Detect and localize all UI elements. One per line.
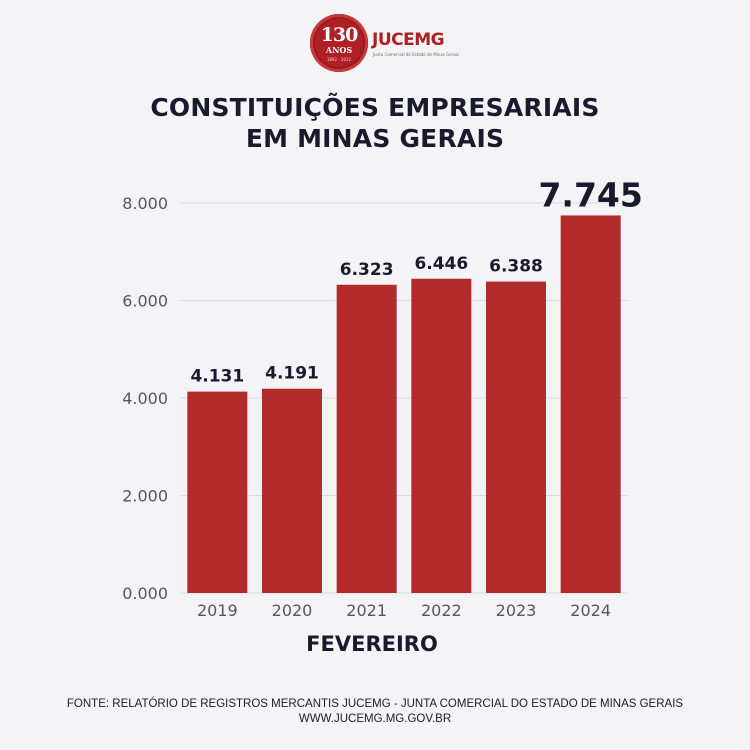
seal-years: 1892 - 2022 [326,57,352,62]
x-tick-label: 2022 [421,601,462,620]
anniversary-seal: 130 ANOS 1892 - 2022 [310,14,368,72]
x-axis-label: FEVEREIRO [306,632,438,656]
y-tick-label: 8.000 [122,194,168,213]
seal-number: 130 [320,24,359,46]
chart-title: CONSTITUIÇÕES EMPRESARIAIS EM MINAS GERA… [0,92,750,154]
title-line-2: EM MINAS GERAIS [245,124,505,153]
bar [560,215,621,593]
website-url: WWW.JUCEMG.MG.GOV.BR [298,713,452,725]
brand-name: JUCEMG [372,30,445,50]
x-tick-label: 2021 [346,601,387,620]
bar [486,281,546,593]
bar-value-label: 6.388 [489,257,543,277]
brand-tagline: Junta Comercial do Estado de Minas Gerai… [373,52,460,57]
y-tick-label: 6.000 [122,292,168,311]
source-text: FONTE: RELATÓRIO DE REGISTROS MERCANTIS … [66,698,684,710]
bar-chart: 0.000 2.000 4.000 6.000 8.000 4.131 2019 4.191 2… [122,175,643,656]
bar [262,388,322,593]
jucemg-logo: 130 ANOS 1892 - 2022 JUCEMG Junta Comerc… [310,14,459,74]
seal-word: ANOS [325,45,353,55]
bar [187,391,248,593]
y-tick-label: 4.000 [122,389,168,408]
x-tick-label: 2023 [496,601,537,620]
bar-value-label: 4.131 [190,367,244,387]
bar-value-label: 4.191 [265,364,319,384]
bar-value-label: 7.745 [538,175,642,214]
bar [411,278,472,593]
x-tick-label: 2024 [570,601,611,620]
title-line-1: CONSTITUIÇÕES EMPRESARIAIS [150,93,600,122]
y-tick-label: 2.000 [122,487,168,506]
source-footer: FONTE: RELATÓRIO DE REGISTROS MERCANTIS … [0,697,750,727]
bar-value-label: 6.446 [414,254,468,274]
x-tick-label: 2020 [272,601,313,620]
bar-value-label: 6.323 [340,260,394,280]
y-tick-label: 0.000 [122,584,168,603]
bar [336,284,397,593]
x-tick-label: 2019 [197,601,238,620]
